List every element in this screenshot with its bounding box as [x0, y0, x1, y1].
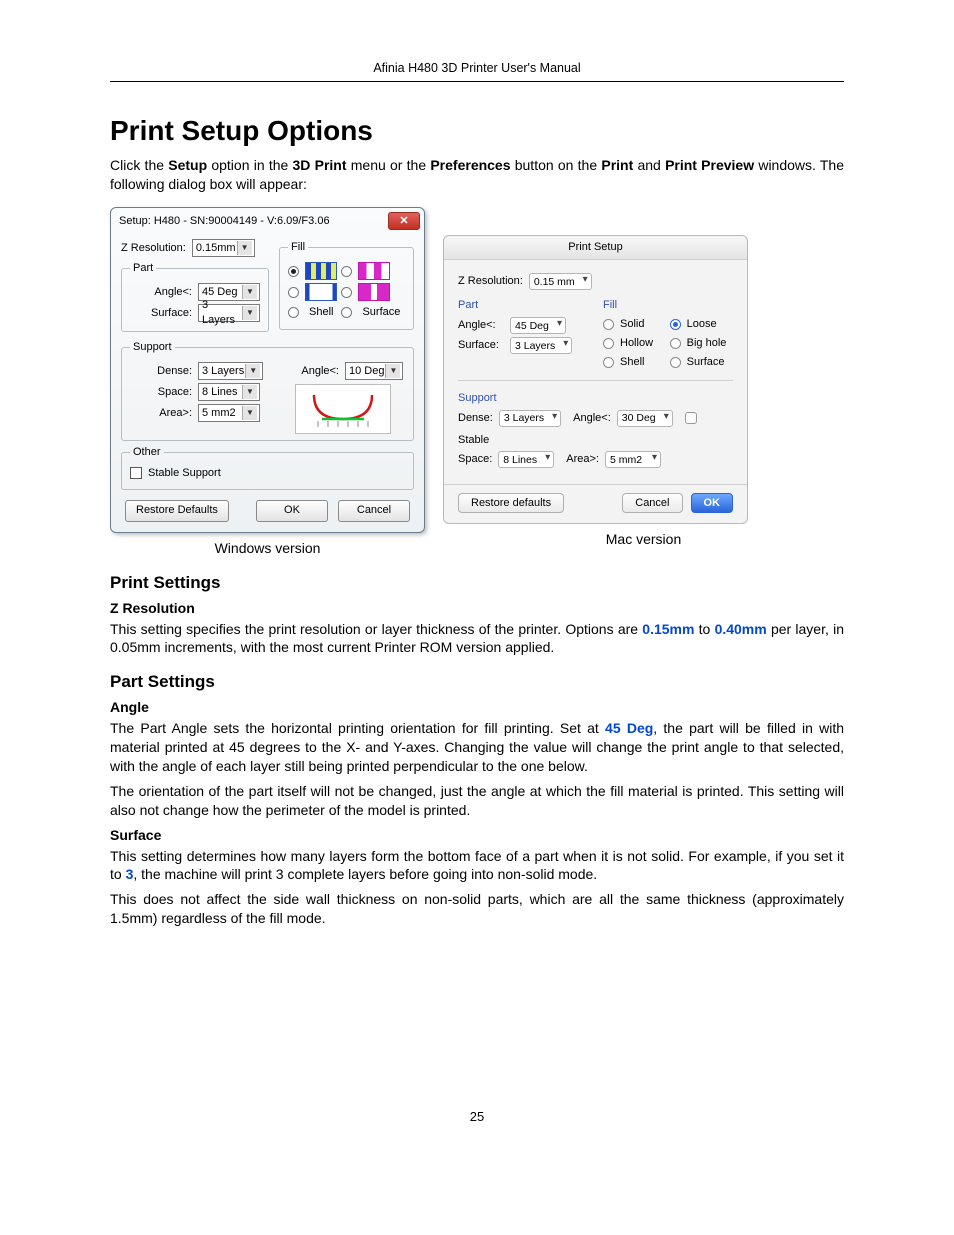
page-title: Print Setup Options	[110, 112, 844, 150]
restore-defaults-button[interactable]: Restore Defaults	[125, 500, 229, 522]
mac-ok-button[interactable]: OK	[691, 493, 734, 513]
support-angle-select[interactable]: 10 Deg	[345, 362, 403, 380]
z-resolution-paragraph: This setting specifies the print resolut…	[110, 620, 844, 658]
part-legend: Part	[130, 261, 156, 276]
mac-zres-select[interactable]: 0.15 mm	[529, 273, 592, 290]
mac-zres-label: Z Resolution:	[458, 274, 523, 289]
mac-radio-surface[interactable]: Surface	[670, 355, 733, 370]
fill-radio-2[interactable]	[341, 266, 352, 277]
fill-icon-hollow	[305, 283, 337, 301]
z-resolution-subhead: Z Resolution	[110, 599, 844, 618]
support-preview	[295, 384, 391, 434]
mac-stable-checkbox[interactable]	[685, 412, 697, 424]
mac-dialog: Print Setup Z Resolution: 0.15 mm Part A…	[443, 235, 748, 524]
mac-surface-label: Surface:	[458, 338, 504, 353]
shell-label: Shell	[309, 305, 333, 320]
windows-caption: Windows version	[110, 539, 425, 558]
support-group: Support Dense: 3 Layers Space: 8 Lines	[121, 340, 414, 441]
cancel-button[interactable]: Cancel	[338, 500, 410, 522]
mac-support-title: Support	[458, 391, 733, 406]
fill-radio-shell[interactable]	[288, 307, 299, 318]
angle-paragraph-2: The orientation of the part itself will …	[110, 782, 844, 820]
mac-stable-label: Stable	[458, 433, 489, 448]
mac-dialog-title: Print Setup	[444, 236, 747, 260]
fill-icon-bighole	[358, 283, 390, 301]
page-number: 25	[110, 1108, 844, 1126]
angle-paragraph-1: The Part Angle sets the horizontal print…	[110, 719, 844, 776]
dense-label: Dense:	[130, 364, 192, 379]
windows-dialog-title: Setup: H480 - SN:90004149 - V:6.09/F3.06	[119, 214, 330, 229]
stable-support-checkbox[interactable]	[130, 467, 142, 479]
ok-button[interactable]: OK	[256, 500, 328, 522]
part-settings-heading: Part Settings	[110, 671, 844, 694]
other-group: Other Stable Support	[121, 445, 414, 490]
area-label: Area>:	[130, 406, 192, 421]
mac-dense-select[interactable]: 3 Layers	[499, 410, 561, 427]
mac-radio-solid[interactable]: Solid	[603, 317, 660, 332]
support-legend: Support	[130, 340, 175, 355]
close-button[interactable]: ✕	[388, 212, 420, 230]
mac-angle2-select[interactable]: 30 Deg	[617, 410, 673, 427]
mac-restore-button[interactable]: Restore defaults	[458, 493, 564, 513]
z-resolution-select[interactable]: 0.15mm	[192, 239, 255, 257]
mac-dense-label: Dense:	[458, 411, 493, 426]
mac-radio-loose[interactable]: Loose	[670, 317, 733, 332]
area-select[interactable]: 5 mm2	[198, 404, 260, 422]
angle-subhead: Angle	[110, 698, 844, 717]
dense-select[interactable]: 3 Layers	[198, 362, 263, 380]
mac-radio-bighole[interactable]: Big hole	[670, 336, 733, 351]
space-select[interactable]: 8 Lines	[198, 383, 260, 401]
surface-label: Surface:	[130, 306, 192, 321]
print-settings-heading: Print Settings	[110, 572, 844, 595]
angle-label: Angle<:	[130, 285, 192, 300]
mac-surface-select[interactable]: 3 Layers	[510, 337, 572, 354]
intro-paragraph: Click the Setup option in the 3D Print m…	[110, 156, 844, 194]
cup-icon	[308, 389, 378, 429]
mac-divider	[458, 380, 733, 381]
document-header: Afinia H480 3D Printer User's Manual	[110, 60, 844, 77]
other-legend: Other	[130, 445, 164, 460]
stable-support-label: Stable Support	[148, 466, 221, 481]
fill-icon-solid	[305, 262, 337, 280]
surface-paragraph-2: This does not affect the side wall thick…	[110, 890, 844, 928]
z-resolution-label: Z Resolution:	[121, 241, 186, 256]
surface-select[interactable]: 3 Layers	[198, 304, 260, 322]
mac-angle2-label: Angle<:	[573, 411, 611, 426]
surface-radio-label: Surface	[362, 305, 400, 320]
fill-radio-4[interactable]	[341, 287, 352, 298]
mac-angle-label: Angle<:	[458, 318, 504, 333]
mac-part-title: Part	[458, 298, 585, 313]
windows-dialog: Setup: H480 - SN:90004149 - V:6.09/F3.06…	[110, 207, 425, 532]
mac-divider-2	[444, 484, 747, 485]
fill-icon-loose	[358, 262, 390, 280]
mac-radio-shell[interactable]: Shell	[603, 355, 660, 370]
fill-radio-3[interactable]	[288, 287, 299, 298]
mac-cancel-button[interactable]: Cancel	[622, 493, 682, 513]
mac-radio-hollow[interactable]: Hollow	[603, 336, 660, 351]
fill-group: Fill	[279, 240, 414, 330]
mac-angle-select[interactable]: 45 Deg	[510, 317, 566, 334]
fill-legend: Fill	[288, 240, 308, 255]
part-group: Part Angle<: 45 Deg Surface: 3 Layers	[121, 261, 269, 332]
mac-space-label: Space:	[458, 452, 492, 467]
space-label: Space:	[130, 385, 192, 400]
header-rule	[110, 81, 844, 82]
mac-area-select[interactable]: 5 mm2	[605, 451, 661, 468]
surface-subhead: Surface	[110, 826, 844, 845]
fill-radio-surface[interactable]	[341, 307, 352, 318]
mac-fill-title: Fill	[603, 298, 733, 313]
fill-radio-1[interactable]	[288, 266, 299, 277]
surface-paragraph-1: This setting determines how many layers …	[110, 847, 844, 885]
support-angle-label: Angle<:	[295, 364, 339, 379]
mac-space-select[interactable]: 8 Lines	[498, 451, 554, 468]
mac-caption: Mac version	[443, 530, 844, 549]
mac-area-label: Area>:	[566, 452, 599, 467]
